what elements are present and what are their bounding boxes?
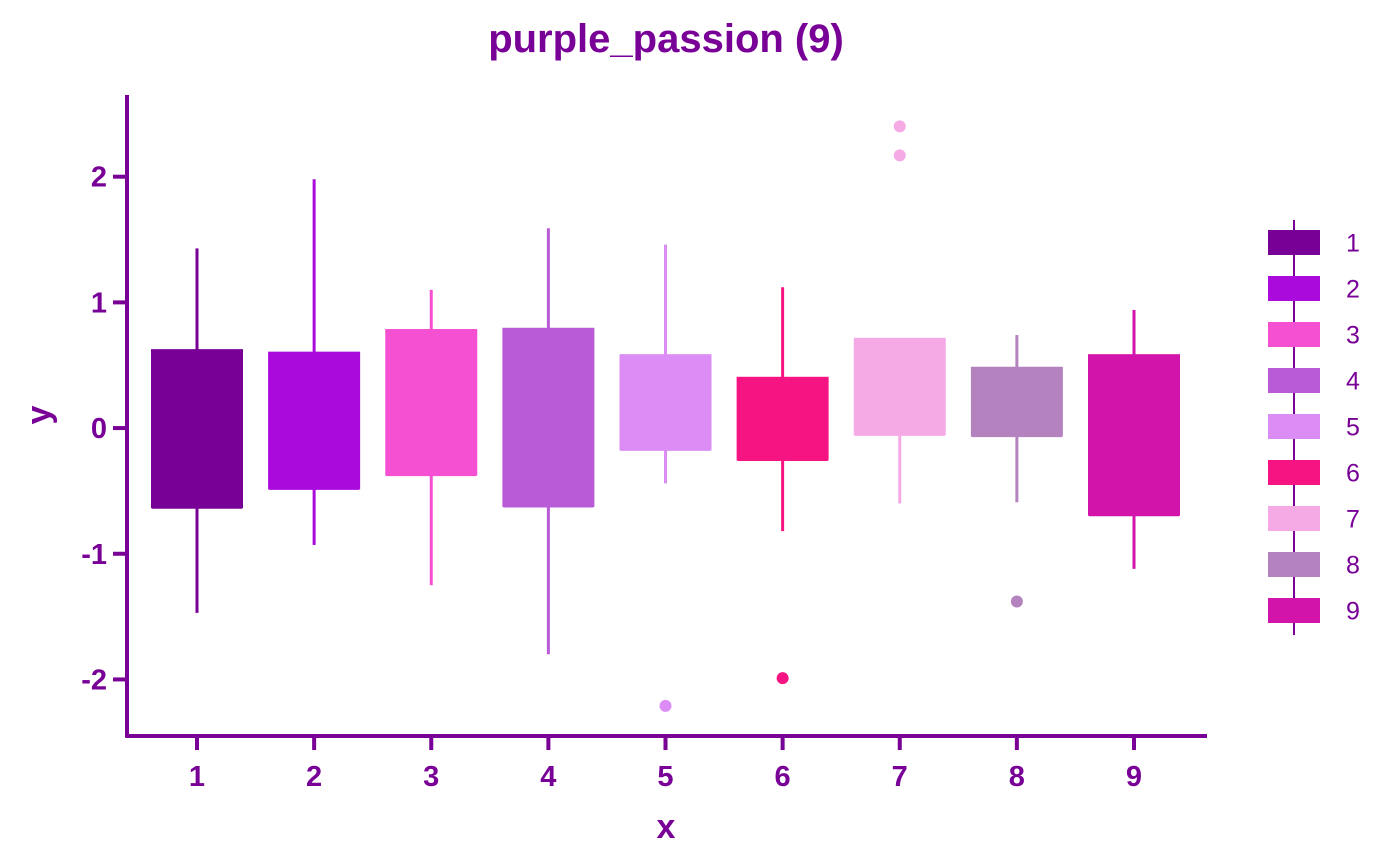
chart-title: purple_passion (9) (488, 17, 844, 61)
outlier-point-7-2 (893, 120, 906, 133)
outlier-point-7-1 (893, 149, 906, 162)
box-6 (736, 376, 829, 461)
box-group-6 (736, 287, 829, 685)
y-tick-label: 2 (91, 162, 107, 194)
box-1 (151, 349, 243, 509)
box-group-1 (151, 248, 243, 613)
box-9 (1088, 354, 1180, 516)
y-tick-label: -2 (81, 664, 107, 696)
legend-label-5: 5 (1346, 414, 1360, 442)
legend-label-9: 9 (1346, 598, 1360, 626)
x-tick-label: 1 (189, 761, 205, 793)
y-tick-label: 0 (91, 413, 107, 445)
axes: -2 -1 0 1 2 1 2 3 4 5 6 7 8 9 (81, 95, 1207, 793)
y-axis-title: y (20, 405, 58, 424)
box-group-5 (619, 244, 712, 712)
x-tick-label: 8 (1009, 761, 1025, 793)
y-tick-label: -1 (81, 539, 107, 571)
legend-label-3: 3 (1346, 322, 1360, 350)
legend-key-3 (1268, 322, 1320, 347)
legend-key-5 (1268, 414, 1320, 439)
x-tick-label: 6 (775, 761, 791, 793)
x-tick-label: 7 (892, 761, 908, 793)
outlier-point-5-1 (659, 699, 672, 712)
y-tick-label: 1 (91, 287, 107, 319)
legend-key-1 (1268, 230, 1320, 255)
box-group-8 (970, 335, 1063, 608)
legend-label-2: 2 (1346, 276, 1360, 304)
x-tick-label: 5 (657, 761, 673, 793)
legend-label-7: 7 (1346, 506, 1360, 534)
x-tick-label: 9 (1126, 761, 1142, 793)
box-group-3 (385, 289, 478, 586)
x-axis-title: x (657, 808, 676, 846)
outlier-point-8-1 (1010, 595, 1023, 608)
box-2 (268, 351, 361, 490)
outlier-point-6-1 (776, 672, 789, 685)
box-group-9 (1088, 309, 1180, 569)
legend-key-7 (1268, 506, 1320, 531)
plot-area (151, 120, 1180, 712)
x-tick-label: 4 (540, 761, 556, 793)
x-tick-label: 3 (423, 761, 439, 793)
legend-label-1: 1 (1346, 230, 1360, 258)
x-tick-label: 2 (306, 761, 322, 793)
legend-label-8: 8 (1346, 552, 1360, 580)
box-8 (970, 366, 1063, 437)
legend-key-4 (1268, 368, 1320, 393)
box-7 (853, 337, 946, 436)
legend-label-6: 6 (1346, 460, 1360, 488)
legend-key-9 (1268, 598, 1320, 623)
box-group-2 (268, 179, 361, 545)
legend: 1 2 3 4 5 6 7 8 9 (1268, 220, 1360, 635)
box-5 (619, 354, 712, 451)
legend-label-4: 4 (1346, 368, 1360, 396)
legend-key-8 (1268, 552, 1320, 577)
box-group-7 (853, 120, 946, 504)
legend-key-2 (1268, 276, 1320, 301)
legend-key-6 (1268, 460, 1320, 485)
box-group-4 (502, 228, 595, 655)
box-3 (385, 329, 478, 476)
box-4 (502, 327, 595, 507)
